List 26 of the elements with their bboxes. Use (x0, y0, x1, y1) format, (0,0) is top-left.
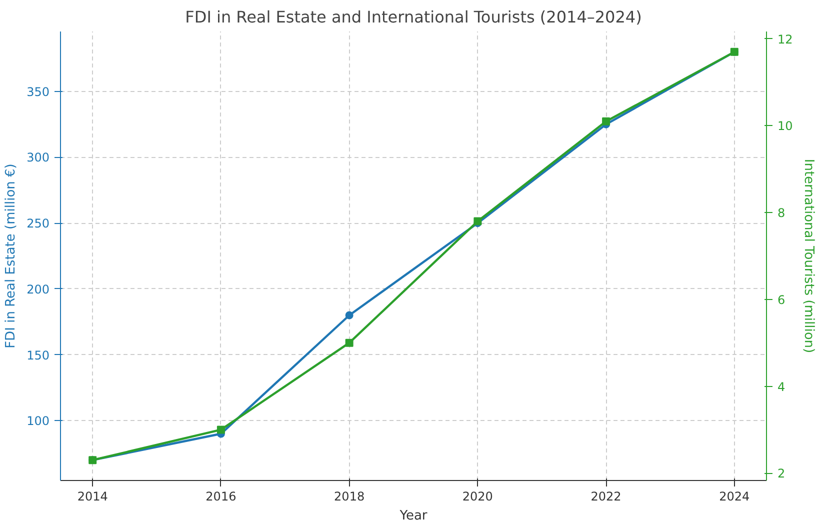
point (345, 311, 354, 320)
x-tick-label: 2024 (719, 490, 750, 504)
y-tick-label: 300 (26, 150, 50, 165)
x-axis-title: Year (398, 508, 428, 524)
point (345, 338, 354, 347)
y2-axis-title: International Tourists (million) (800, 158, 816, 354)
y2-tick-label: 12 (778, 32, 793, 46)
chart-title: FDI in Real Estate and International Tourists (2014–2024) (185, 8, 642, 26)
point (216, 426, 225, 434)
point (602, 117, 610, 126)
y2-tick-label: 8 (778, 206, 786, 220)
y2-tick-label: 6 (778, 292, 786, 307)
x-tick-label: 2022 (590, 490, 622, 504)
x-tick-label: 2020 (462, 490, 493, 504)
y2-tick-label: 2 (778, 466, 786, 481)
y-tick-label: 250 (26, 216, 50, 231)
y-tick-label: 100 (26, 414, 50, 428)
x-tick-label: 2016 (206, 490, 236, 504)
x-tick-label: 2014 (77, 490, 108, 504)
y-tick-label: 150 (26, 348, 50, 362)
y-tick-label: 200 (26, 282, 50, 296)
y-axis-title: FDI in Real Estate (million €) (4, 164, 19, 348)
y2-tick-label: 4 (778, 380, 786, 394)
y2-tick-label: 10 (778, 119, 793, 134)
y-tick-label: 350 (26, 84, 50, 99)
x-tick-label: 2018 (334, 490, 365, 504)
